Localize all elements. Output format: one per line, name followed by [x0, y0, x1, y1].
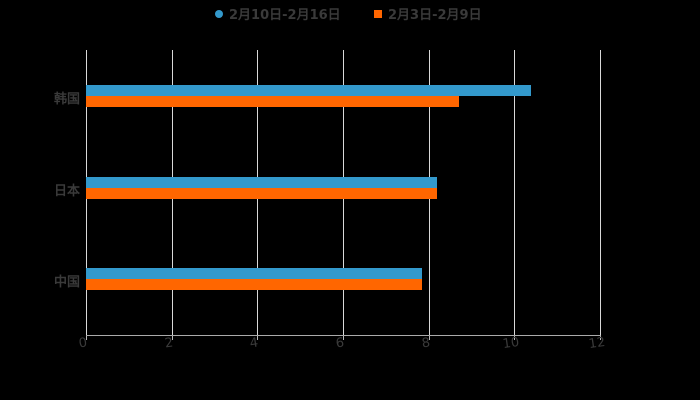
x-tick: [514, 335, 515, 340]
category-label: 中国: [53, 275, 80, 290]
bar-series-1[interactable]: [86, 85, 531, 96]
x-tick: [343, 335, 344, 340]
legend-label: 2月10日-2月16日: [229, 8, 341, 23]
gridline: [514, 50, 515, 335]
legend-label: 2月3日-2月9日: [388, 8, 482, 23]
legend: 2月10日-2月16日 2月3日-2月9日: [0, 4, 700, 24]
x-tick: [86, 335, 87, 340]
x-tick: [429, 335, 430, 340]
gridline: [600, 50, 601, 335]
category-label: 日本: [53, 184, 80, 199]
bar-series-2[interactable]: [86, 279, 422, 290]
x-tick: [600, 335, 601, 340]
x-axis-line: [86, 335, 600, 336]
x-tick-label: 10: [501, 334, 521, 353]
x-tick: [257, 335, 258, 340]
legend-item-series-1[interactable]: 2月10日-2月16日: [215, 4, 341, 23]
bar-series-2[interactable]: [86, 96, 459, 107]
bar-series-1[interactable]: [86, 177, 437, 188]
bar-series-2[interactable]: [86, 188, 437, 199]
legend-item-series-2[interactable]: 2月3日-2月9日: [374, 4, 482, 23]
category-label: 韩国: [53, 92, 80, 107]
legend-circle-icon: [215, 9, 223, 18]
bar-series-1[interactable]: [86, 268, 422, 279]
plot-area: [86, 50, 601, 340]
x-tick: [172, 335, 173, 340]
legend-square-icon: [374, 9, 382, 18]
x-tick-label: 12: [587, 334, 607, 353]
